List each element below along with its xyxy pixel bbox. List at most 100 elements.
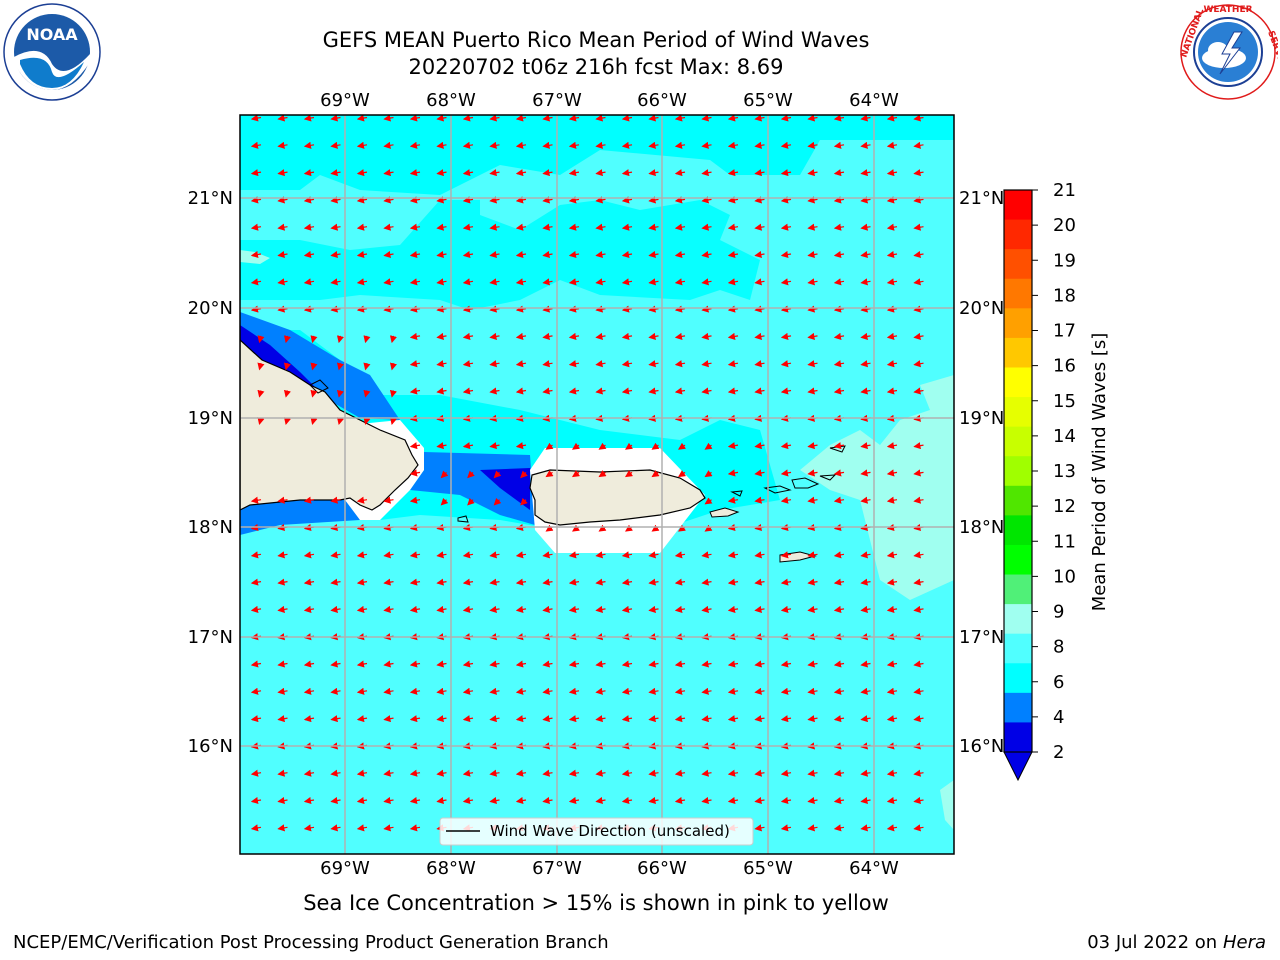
wind-arrow	[595, 223, 606, 231]
wind-arrow	[913, 141, 924, 149]
wind-arrow	[754, 196, 765, 204]
wind-arrow	[409, 278, 421, 286]
wind-arrow	[913, 305, 924, 313]
wind-arrow	[542, 578, 553, 586]
wind-arrow	[807, 824, 818, 832]
wind-arrow	[648, 660, 659, 668]
wind-arrow	[807, 115, 818, 122]
wind-arrow	[462, 687, 474, 695]
wind-arrow	[462, 387, 474, 395]
wind-arrow	[754, 278, 765, 286]
wind-arrow	[625, 470, 633, 478]
wind-arrow	[489, 305, 500, 313]
wind-arrow	[678, 470, 686, 478]
wind-arrow	[250, 115, 262, 122]
wind-arrow	[383, 578, 394, 586]
wind-arrow	[356, 278, 368, 286]
wind-arrow	[860, 551, 871, 559]
wind-arrow	[277, 769, 288, 777]
wind-arrow	[542, 223, 553, 231]
colorbar-tick-label: 13	[1053, 461, 1076, 482]
wind-arrow	[701, 387, 712, 395]
wind-arrow	[542, 141, 553, 149]
wind-arrow	[515, 605, 527, 613]
tick-label: 64°W	[849, 90, 899, 111]
wind-arrow	[886, 115, 898, 122]
wind-arrow	[833, 196, 845, 204]
wind-arrow	[833, 469, 845, 477]
tick-label: 20°N	[959, 298, 1004, 319]
wind-arrow	[674, 223, 686, 231]
wind-arrow	[250, 715, 262, 723]
wind-arrow	[913, 387, 924, 395]
wind-arrow	[409, 551, 421, 559]
colorbar-segment	[1004, 219, 1032, 250]
wind-arrow	[330, 115, 341, 122]
wind-arrow	[886, 387, 898, 395]
wind-arrow	[515, 169, 527, 177]
wind-arrow	[913, 551, 924, 559]
wind-arrow	[913, 360, 924, 368]
wind-arrow	[833, 360, 845, 368]
wind-arrow	[674, 578, 686, 586]
wind-arrow	[356, 196, 368, 204]
wind-arrow	[727, 278, 739, 286]
wind-arrow	[595, 305, 606, 313]
wind-arrow	[568, 250, 580, 259]
wind-arrow	[701, 551, 712, 559]
wind-arrow	[356, 578, 368, 586]
wind-arrow	[277, 687, 288, 695]
colorbar-tick-label: 6	[1053, 672, 1064, 693]
wind-arrow	[436, 196, 447, 204]
wind-arrow	[542, 278, 553, 286]
wind-arrow	[780, 578, 792, 586]
wind-arrow	[409, 115, 421, 122]
map-frame	[239, 114, 955, 855]
wind-arrow	[277, 824, 288, 832]
wind-arrow	[303, 223, 315, 231]
wind-arrow	[462, 660, 474, 668]
wind-arrow	[568, 387, 580, 395]
wind-arrow	[330, 687, 341, 695]
wind-arrow	[598, 470, 607, 478]
wind-arrow	[303, 769, 315, 777]
wind-arrow	[515, 660, 527, 668]
wind-arrow	[727, 387, 739, 395]
wind-arrow	[886, 824, 898, 832]
wind-arrow	[674, 715, 686, 723]
wind-arrow	[515, 141, 527, 149]
wind-arrow	[330, 824, 341, 832]
wind-arrow	[807, 687, 818, 695]
wind-arrow	[727, 469, 739, 477]
wind-arrow	[701, 360, 712, 368]
colorbar-tick-label: 15	[1053, 391, 1076, 412]
colorbar-tick-label: 17	[1053, 321, 1076, 342]
wind-arrow	[568, 769, 580, 777]
wind-arrow	[257, 417, 265, 425]
wind-arrow	[520, 470, 528, 479]
wind-arrow	[913, 223, 924, 231]
wind-arrow	[303, 660, 315, 668]
wind-arrow	[409, 796, 421, 805]
wind-arrow	[257, 389, 265, 398]
wind-arrow	[542, 360, 553, 368]
wind-arrow	[436, 250, 447, 259]
wind-arrow	[462, 769, 474, 777]
wind-arrow	[674, 769, 686, 777]
wind-arrow	[356, 769, 368, 777]
wind-arrow	[356, 796, 368, 805]
wind-arrow	[330, 223, 341, 231]
wind-arrow	[648, 687, 659, 695]
wind-arrow	[621, 332, 633, 340]
tick-label: 19°N	[188, 408, 233, 429]
wind-arrow	[383, 769, 394, 777]
wind-arrow	[621, 715, 633, 723]
colorbar-tick-label: 4	[1053, 707, 1064, 728]
wind-arrow	[250, 769, 262, 777]
svg-text:WEATHER: WEATHER	[1203, 5, 1252, 15]
wind-arrow	[303, 305, 315, 313]
wind-arrow	[356, 223, 368, 231]
wind-arrow	[383, 660, 394, 668]
wind-arrow	[409, 196, 421, 204]
